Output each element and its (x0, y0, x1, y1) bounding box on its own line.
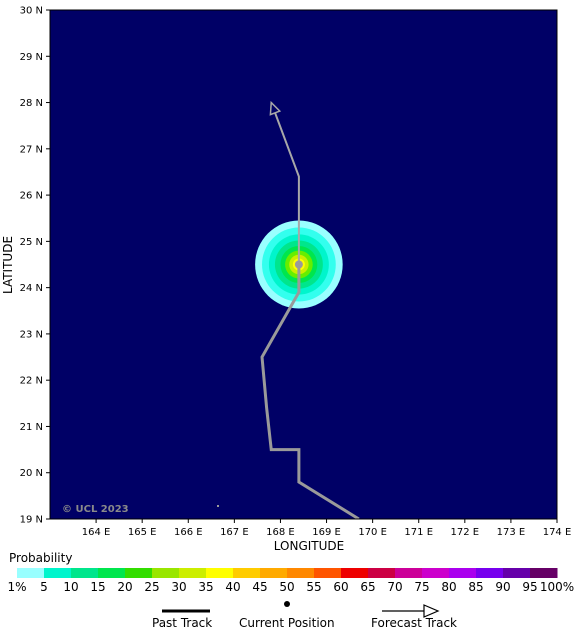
map-speck (217, 505, 219, 507)
lat-tick-label: 28 N (20, 98, 43, 109)
legend-label: 50 (279, 580, 295, 594)
lon-tick-label: 171 E (404, 527, 433, 538)
legend-label: 45 (252, 580, 268, 594)
lon-tick-label: 166 E (174, 527, 203, 538)
copyright-text: © UCL 2023 (62, 504, 129, 515)
colorbar-segment (503, 568, 531, 578)
x-axis-title: LONGITUDE (274, 539, 344, 553)
colorbar-segment (476, 568, 504, 578)
colorbar-segment (530, 568, 558, 578)
forecast-track-symbol (382, 604, 440, 618)
colorbar-segment (44, 568, 72, 578)
colorbar-segment (233, 568, 261, 578)
lat-tick-label: 30 N (20, 6, 43, 17)
colorbar-segment (449, 568, 477, 578)
tracks-layer (260, 100, 360, 519)
colorbar-segment (179, 568, 207, 578)
legend-label: 80 (441, 580, 457, 594)
colorbar-segment (395, 568, 423, 578)
colorbar-segment (287, 568, 315, 578)
lat-tick-label: 22 N (20, 376, 43, 387)
legend-label: 1% (7, 580, 27, 594)
lat-tick-label: 24 N (20, 283, 43, 294)
forecast-arrow-head (269, 100, 282, 116)
legend-label: 40 (225, 580, 241, 594)
current-position-label: Current Position (239, 616, 335, 630)
colorbar-segment (368, 568, 396, 578)
legend-label: 55 (306, 580, 322, 594)
lon-tick-label: 165 E (128, 527, 157, 538)
current-position-symbol (284, 601, 290, 607)
y-axis-title: LATITUDE (1, 236, 15, 294)
legend-title: Probability (9, 551, 73, 565)
past-track-line (260, 264, 360, 519)
legend-label: 75 (414, 580, 430, 594)
lon-tick-label: 164 E (82, 527, 111, 538)
legend-label: 60 (333, 580, 349, 594)
lat-tick-label: 21 N (20, 422, 43, 433)
forecast-track-label: Forecast Track (371, 616, 457, 630)
colorbar-segment (152, 568, 180, 578)
colorbar-segment (98, 568, 126, 578)
lon-tick-label: 170 E (358, 527, 387, 538)
legend-label: 35 (198, 580, 214, 594)
lat-tick-label: 29 N (20, 52, 43, 63)
legend-label: 85 (468, 580, 484, 594)
lon-tick-label: 174 E (543, 527, 572, 538)
lat-tick-label: 19 N (20, 515, 43, 526)
legend-label: 5 (40, 580, 48, 594)
lat-tick-label: 27 N (20, 144, 43, 155)
legend-label: 65 (360, 580, 376, 594)
legend-label: 15 (90, 580, 106, 594)
lon-tick-label: 169 E (312, 527, 341, 538)
latitude-axis: 19 N 20 N 21 N 22 N 23 N 24 N 25 N 26 N 27 N 28 N… (20, 6, 50, 526)
legend-label: 90 (495, 580, 511, 594)
colorbar-segment (314, 568, 342, 578)
legend-label: 100% (539, 580, 575, 594)
forecast-track-line (270, 102, 300, 265)
colorbar-segment (206, 568, 234, 578)
lon-tick-label: 167 E (220, 527, 249, 538)
probability-colorbar (17, 568, 558, 578)
legend-label: 70 (387, 580, 403, 594)
lat-tick-label: 20 N (20, 468, 43, 479)
legend-label: 10 (63, 580, 79, 594)
legend-label: 25 (144, 580, 160, 594)
legend-label: 20 (117, 580, 133, 594)
colorbar-segment (125, 568, 153, 578)
colorbar-segment (341, 568, 369, 578)
current-position-marker (294, 260, 303, 269)
colorbar-segment (422, 568, 450, 578)
past-track-label: Past Track (152, 616, 213, 630)
colorbar-segment (71, 568, 99, 578)
colorbar-segment (260, 568, 288, 578)
legend-label: 95 (522, 580, 538, 594)
lon-tick-label: 173 E (497, 527, 526, 538)
legend-label: 30 (171, 580, 187, 594)
plot-frame (49, 9, 558, 520)
lon-tick-label: 172 E (451, 527, 480, 538)
longitude-axis: 164 E 165 E 166 E 167 E 168 E 169 E 170 E 171 E… (82, 519, 572, 538)
lat-tick-label: 26 N (20, 191, 43, 202)
lat-tick-label: 25 N (20, 237, 43, 248)
lon-tick-label: 168 E (266, 527, 295, 538)
colorbar-segment (17, 568, 44, 578)
lat-tick-label: 23 N (20, 329, 43, 340)
